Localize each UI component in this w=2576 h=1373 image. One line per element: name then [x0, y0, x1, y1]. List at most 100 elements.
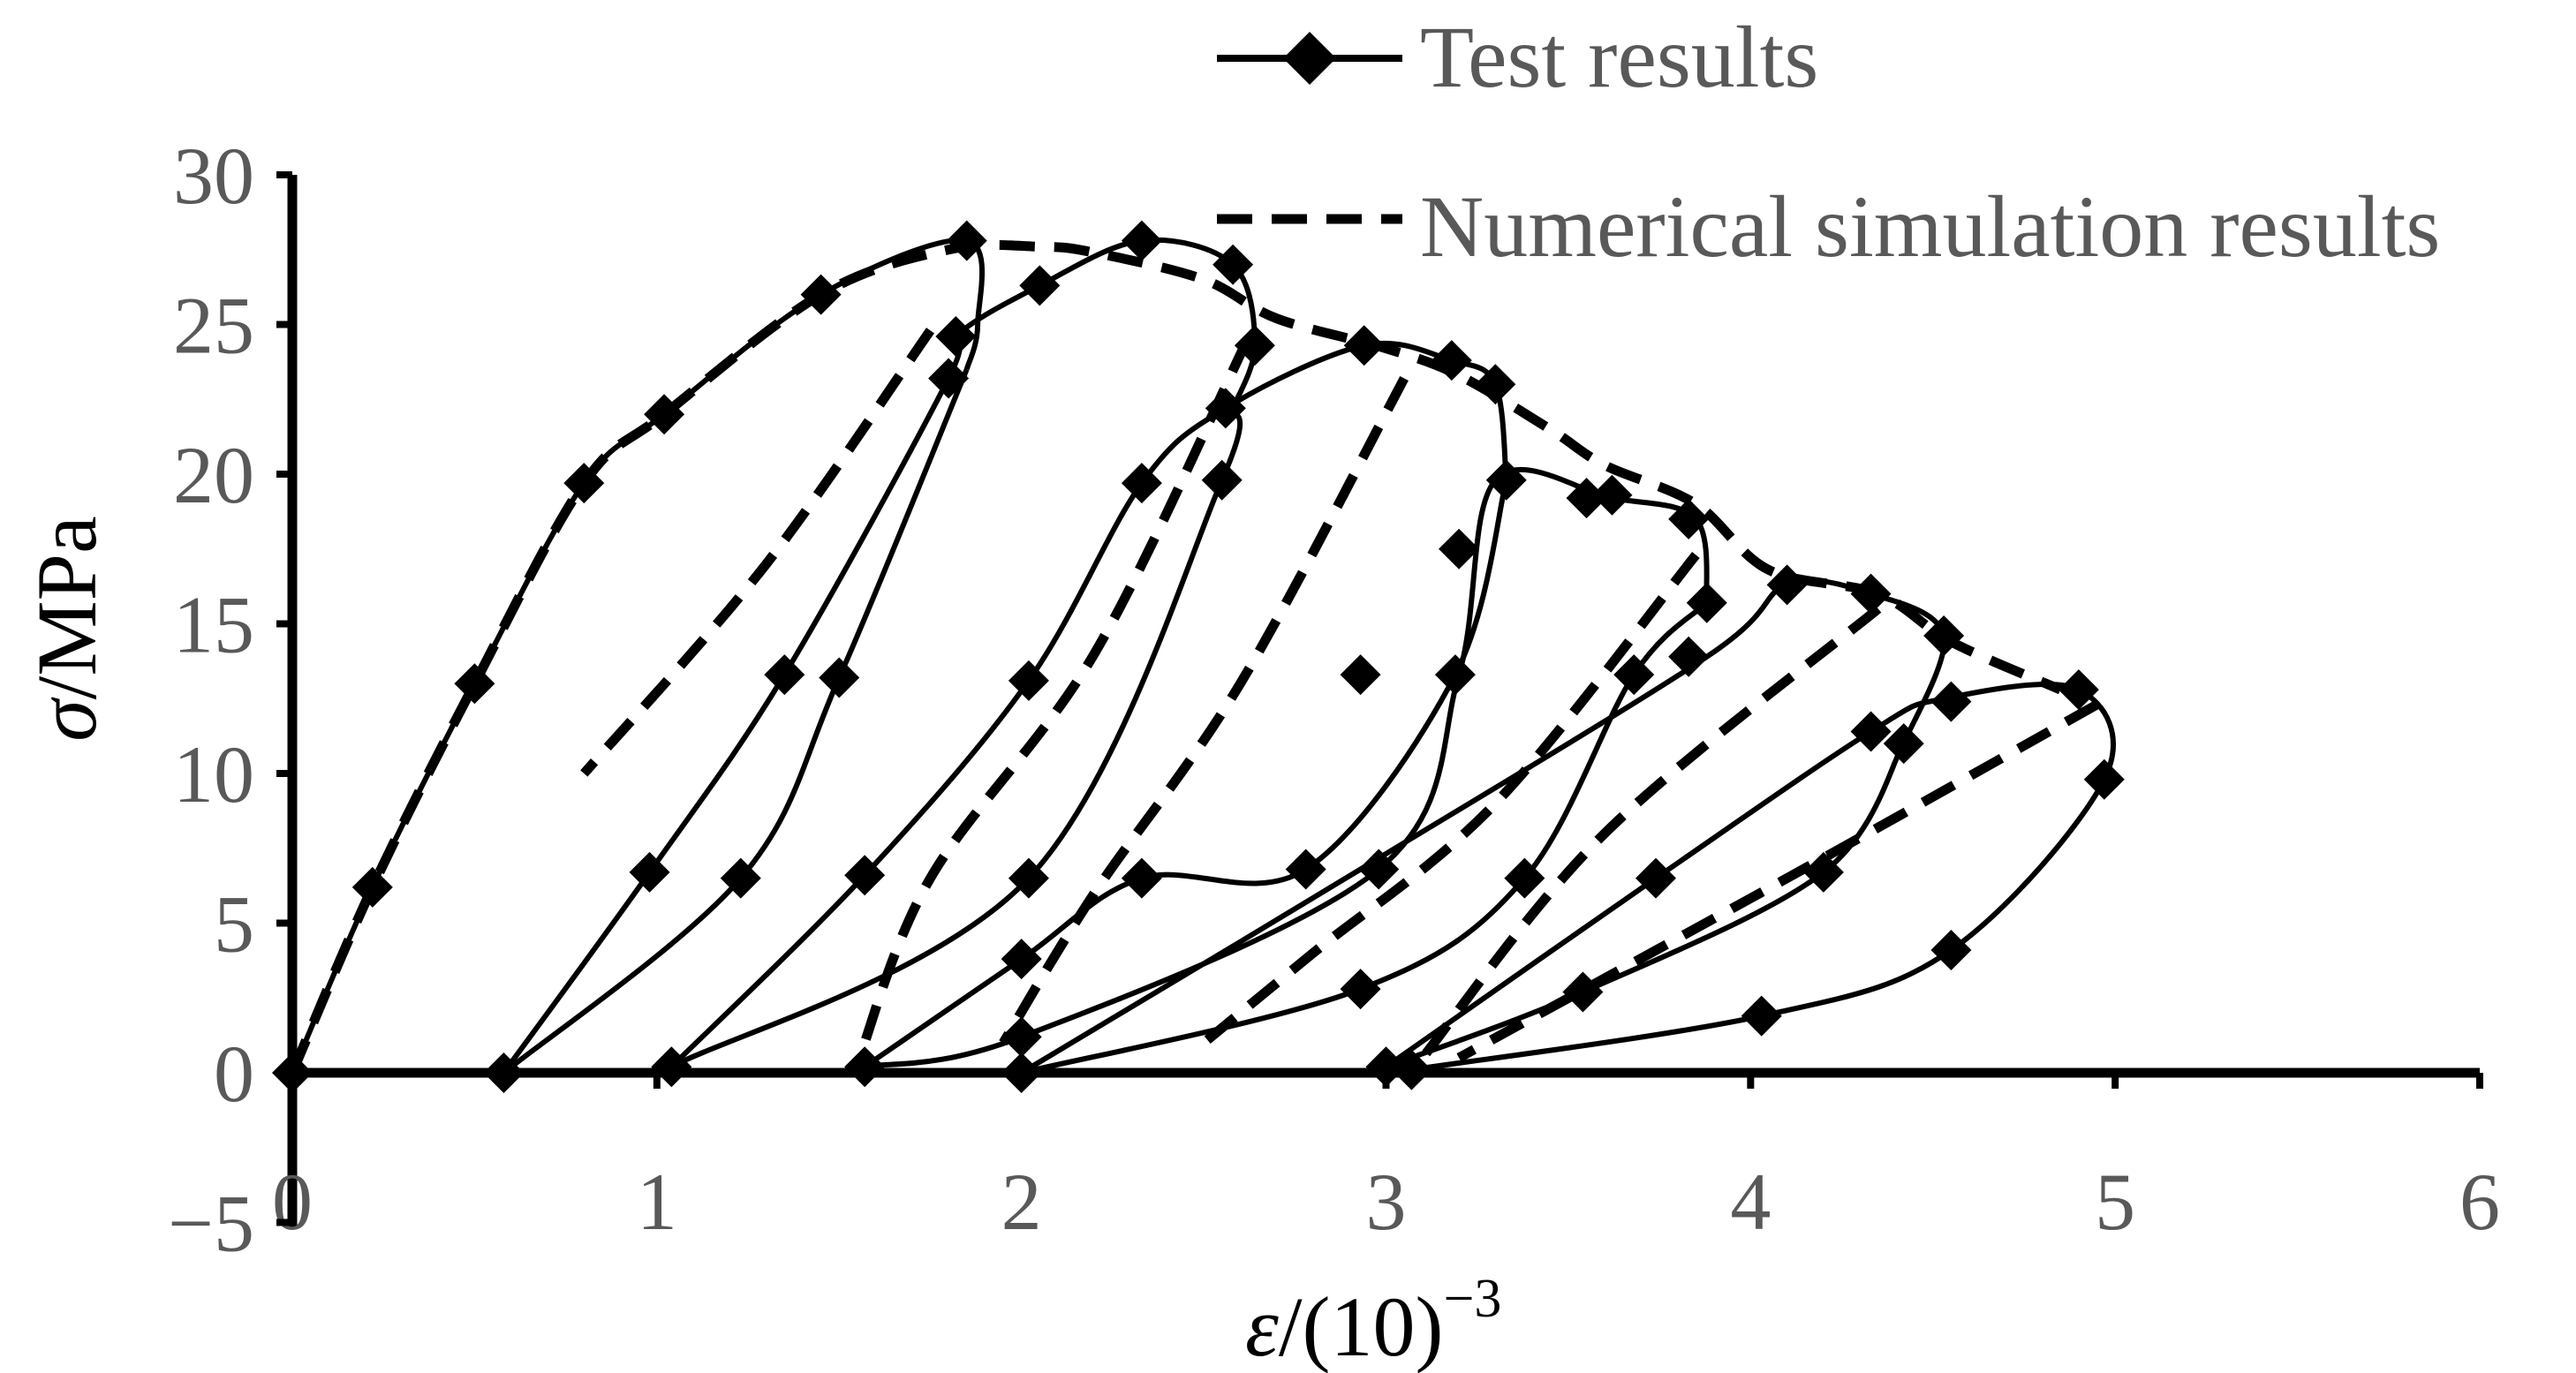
test-marker [946, 220, 987, 261]
test-curve-unload-1 [502, 368, 970, 1075]
test-marker [1668, 498, 1710, 539]
simulation-curve-unload-1 [580, 328, 934, 777]
test-marker [1008, 857, 1049, 899]
y-axis-title-symbol: σ [19, 697, 114, 742]
test-marker [1504, 857, 1545, 899]
test-marker [1930, 681, 1972, 722]
x-tick-label: 2 [1001, 1157, 1042, 1247]
test-marker [1923, 615, 1965, 657]
test-marker [1358, 849, 1400, 890]
test-marker [1431, 340, 1472, 381]
test-marker [800, 274, 842, 315]
test-curve-unload-5 [1385, 742, 1907, 1070]
test-marker [928, 358, 970, 399]
simulation-curve-unload-3 [999, 375, 1409, 1045]
legend-test-label: Test results [1420, 8, 1818, 106]
test-marker [351, 866, 393, 908]
test-marker [1485, 459, 1527, 501]
svg-text:ε/(10)−3: ε/(10)−3 [1245, 1269, 1501, 1373]
y-axis-title-text: /MPa [19, 516, 114, 699]
y-tick-label: 25 [173, 281, 254, 371]
test-marker [1008, 660, 1049, 701]
x-axis-title-symbol: ε [1245, 1279, 1279, 1373]
test-marker [1121, 220, 1162, 261]
test-curve-unload-2 [669, 407, 1243, 1069]
test-marker [1850, 711, 1892, 752]
y-axis-title: σ/MPa [19, 516, 114, 741]
axes-layer [287, 175, 2480, 1227]
test-marker [1001, 1016, 1042, 1058]
x-tick-label: 6 [2459, 1157, 2500, 1247]
test-marker [720, 857, 761, 899]
test-marker [2083, 758, 2125, 800]
legend: Test results Numerical simulation result… [1217, 8, 2440, 275]
test-marker [644, 394, 685, 435]
test-marker [764, 654, 805, 696]
y-tick-label: 30 [173, 131, 254, 221]
test-marker [1340, 969, 1381, 1010]
series-layer [287, 237, 2116, 1075]
test-marker [1340, 654, 1381, 696]
x-tick-label: 3 [1366, 1157, 1407, 1247]
test-marker [1205, 388, 1246, 429]
test-marker [1212, 244, 1254, 285]
test-marker [1201, 459, 1243, 501]
test-marker [1930, 930, 1972, 971]
test-marker [1883, 723, 1924, 765]
test-marker [2058, 669, 2099, 711]
test-marker [1686, 582, 1727, 623]
test-marker [563, 463, 605, 504]
test-marker [844, 1046, 886, 1088]
y-tick-label: 15 [173, 580, 254, 670]
test-marker [1635, 857, 1676, 899]
simulation-curve-unload-4 [1200, 552, 1700, 1047]
test-marker [1001, 939, 1042, 980]
marker-layer [272, 220, 2125, 1093]
test-marker [1121, 463, 1162, 504]
test-curve-unload-3 [863, 479, 1509, 1069]
x-axis-title-text: /(10) [1279, 1279, 1444, 1373]
test-marker [1343, 325, 1385, 366]
test-marker [1434, 654, 1476, 696]
test-marker [844, 855, 886, 896]
test-curve-reload-1 [501, 237, 1258, 1075]
simulation-curve-unload-6 [1456, 700, 2100, 1062]
test-marker [1475, 364, 1516, 405]
x-tick-label: 5 [2095, 1157, 2135, 1247]
simulation-curve-unload-2 [852, 337, 1252, 1066]
test-marker [1591, 474, 1633, 516]
test-marker [1019, 265, 1061, 306]
test-curve-reload-2 [669, 340, 1509, 1069]
test-marker [1121, 857, 1162, 899]
test-marker [1562, 971, 1604, 1013]
y-tick-label: 5 [214, 879, 254, 969]
test-marker [629, 851, 670, 893]
x-tick-label: 0 [272, 1157, 313, 1247]
test-marker [1285, 849, 1326, 890]
y-tick-label: 0 [214, 1029, 254, 1119]
test-marker [1850, 573, 1892, 615]
test-marker [1613, 654, 1655, 696]
test-marker [1741, 995, 1782, 1037]
x-axis-title: ε/(10)−3 [1245, 1269, 1501, 1373]
test-marker [454, 663, 495, 705]
test-marker [1234, 325, 1275, 366]
x-tick-label: 1 [637, 1157, 677, 1247]
legend-test-marker [1283, 32, 1336, 85]
x-tick-label: 4 [1730, 1157, 1771, 1247]
y-tick-label: 10 [173, 729, 254, 819]
test-marker [1668, 636, 1710, 677]
test-marker [1439, 528, 1480, 570]
test-marker [1766, 564, 1808, 606]
y-tick-label: −5 [168, 1179, 254, 1269]
x-axis-title-exponent: −3 [1443, 1269, 1501, 1329]
svg-text:σ/MPa: σ/MPa [19, 516, 114, 741]
test-marker [935, 316, 977, 358]
test-marker [819, 657, 860, 698]
legend-sim-label: Numerical simulation results [1420, 177, 2440, 275]
test-marker [1566, 478, 1607, 519]
test-marker [1802, 851, 1844, 893]
simulation-curve-unload-5 [1418, 605, 1882, 1061]
